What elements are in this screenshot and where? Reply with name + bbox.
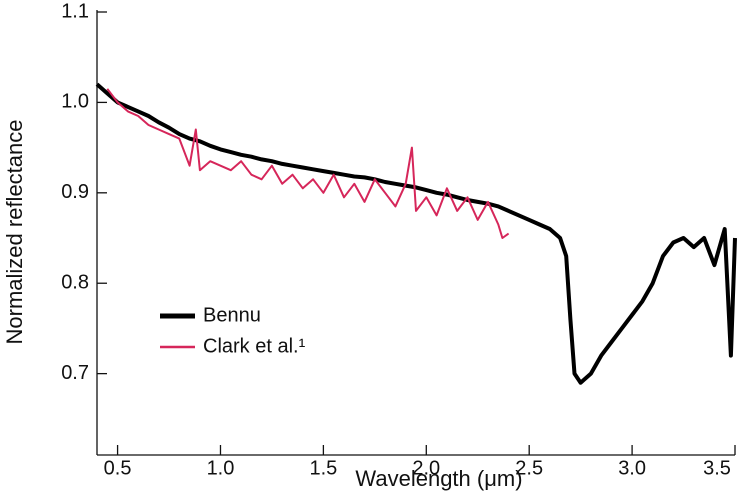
y-tick-label: 0.9 — [61, 181, 89, 203]
legend-label: Bennu — [203, 304, 261, 326]
series-line — [95, 82, 737, 385]
y-tick-label: 1.0 — [61, 91, 89, 113]
x-tick-label: 3.5 — [703, 457, 731, 479]
x-tick-label: 2.5 — [515, 457, 543, 479]
x-tick-label: 2.0 — [412, 457, 440, 479]
y-tick-label: 1.1 — [61, 0, 89, 22]
y-tick-label: 0.7 — [61, 362, 89, 384]
series-line — [106, 88, 510, 239]
x-tick-label: 1.5 — [309, 457, 337, 479]
x-axis-title: Wavelength (μm) — [355, 466, 522, 491]
x-tick-label: 3.0 — [618, 457, 646, 479]
x-tick-label: 1.0 — [207, 457, 235, 479]
y-tick-label: 0.8 — [61, 272, 89, 294]
legend-label: Clark et al.¹ — [203, 335, 306, 357]
x-tick-label: 0.5 — [104, 457, 132, 479]
y-axis-title: Normalized reflectance — [2, 120, 27, 345]
